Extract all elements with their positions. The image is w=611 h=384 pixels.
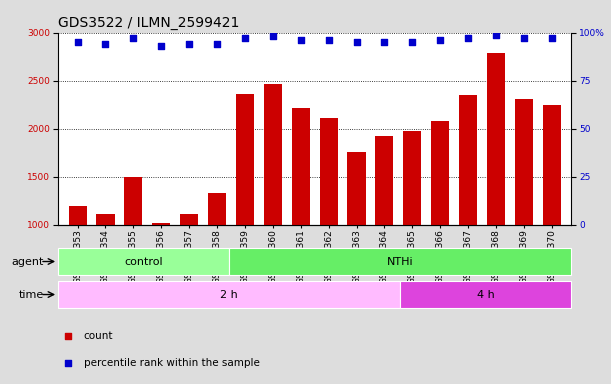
Text: 4 h: 4 h — [477, 290, 495, 300]
Bar — [403, 131, 422, 321]
Bar — [348, 152, 365, 321]
Bar — [291, 108, 310, 321]
Bar — [97, 214, 114, 321]
Point — [156, 43, 166, 49]
Bar — [320, 118, 338, 321]
Point — [212, 41, 222, 47]
Bar — [459, 95, 477, 321]
Point — [408, 39, 417, 45]
Text: GDS3522 / ILMN_2599421: GDS3522 / ILMN_2599421 — [58, 16, 240, 30]
Point — [268, 33, 278, 40]
Point — [185, 41, 194, 47]
Point — [296, 37, 306, 43]
Point — [463, 35, 473, 41]
Bar — [264, 84, 282, 321]
Bar — [375, 136, 393, 321]
Point — [491, 31, 501, 38]
Point — [240, 35, 250, 41]
Text: time: time — [18, 290, 44, 300]
Text: agent: agent — [12, 257, 44, 266]
Bar — [68, 207, 87, 321]
Point — [403, 190, 413, 196]
Bar — [487, 53, 505, 321]
Text: NTHi: NTHi — [387, 257, 414, 266]
Bar — [208, 193, 226, 321]
Bar — [431, 121, 449, 321]
Bar — [400, 281, 571, 308]
Point — [547, 35, 557, 41]
Text: count: count — [84, 331, 113, 341]
Bar — [543, 105, 561, 321]
Point — [324, 37, 334, 43]
Point — [519, 35, 529, 41]
Text: control: control — [124, 257, 163, 266]
Bar — [229, 248, 571, 275]
Bar — [152, 223, 170, 321]
Bar — [236, 94, 254, 321]
Bar — [515, 99, 533, 321]
Bar — [58, 248, 229, 275]
Bar — [124, 177, 142, 321]
Point — [379, 39, 389, 45]
Bar — [58, 281, 400, 308]
Point — [351, 39, 361, 45]
Point — [128, 35, 138, 41]
Point — [101, 41, 111, 47]
Bar — [180, 214, 198, 321]
Point — [435, 37, 445, 43]
Point — [73, 39, 82, 45]
Text: percentile rank within the sample: percentile rank within the sample — [84, 358, 260, 368]
Text: 2 h: 2 h — [220, 290, 238, 300]
